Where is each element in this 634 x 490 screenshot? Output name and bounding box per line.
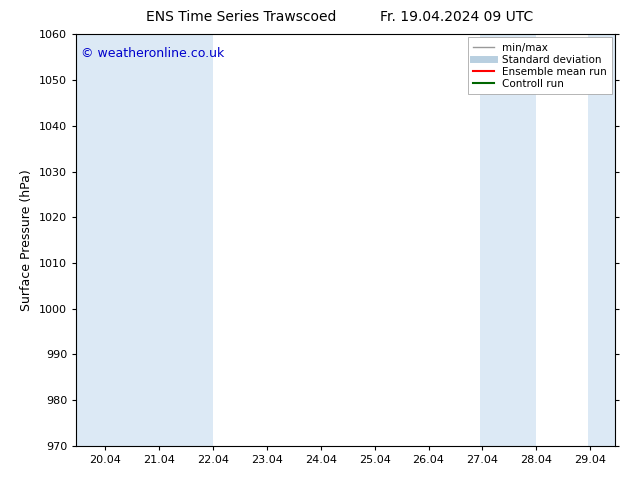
- Y-axis label: Surface Pressure (hPa): Surface Pressure (hPa): [20, 169, 34, 311]
- Bar: [157, 34, 213, 446]
- Bar: [76, 34, 132, 446]
- Text: Fr. 19.04.2024 09 UTC: Fr. 19.04.2024 09 UTC: [380, 10, 533, 24]
- Bar: [481, 34, 509, 446]
- Text: ENS Time Series Trawscoed: ENS Time Series Trawscoed: [146, 10, 336, 24]
- Bar: [509, 34, 536, 446]
- Legend: min/max, Standard deviation, Ensemble mean run, Controll run: min/max, Standard deviation, Ensemble me…: [467, 37, 612, 94]
- Text: © weatheronline.co.uk: © weatheronline.co.uk: [81, 47, 224, 60]
- Bar: [588, 34, 615, 446]
- Bar: [132, 34, 157, 446]
